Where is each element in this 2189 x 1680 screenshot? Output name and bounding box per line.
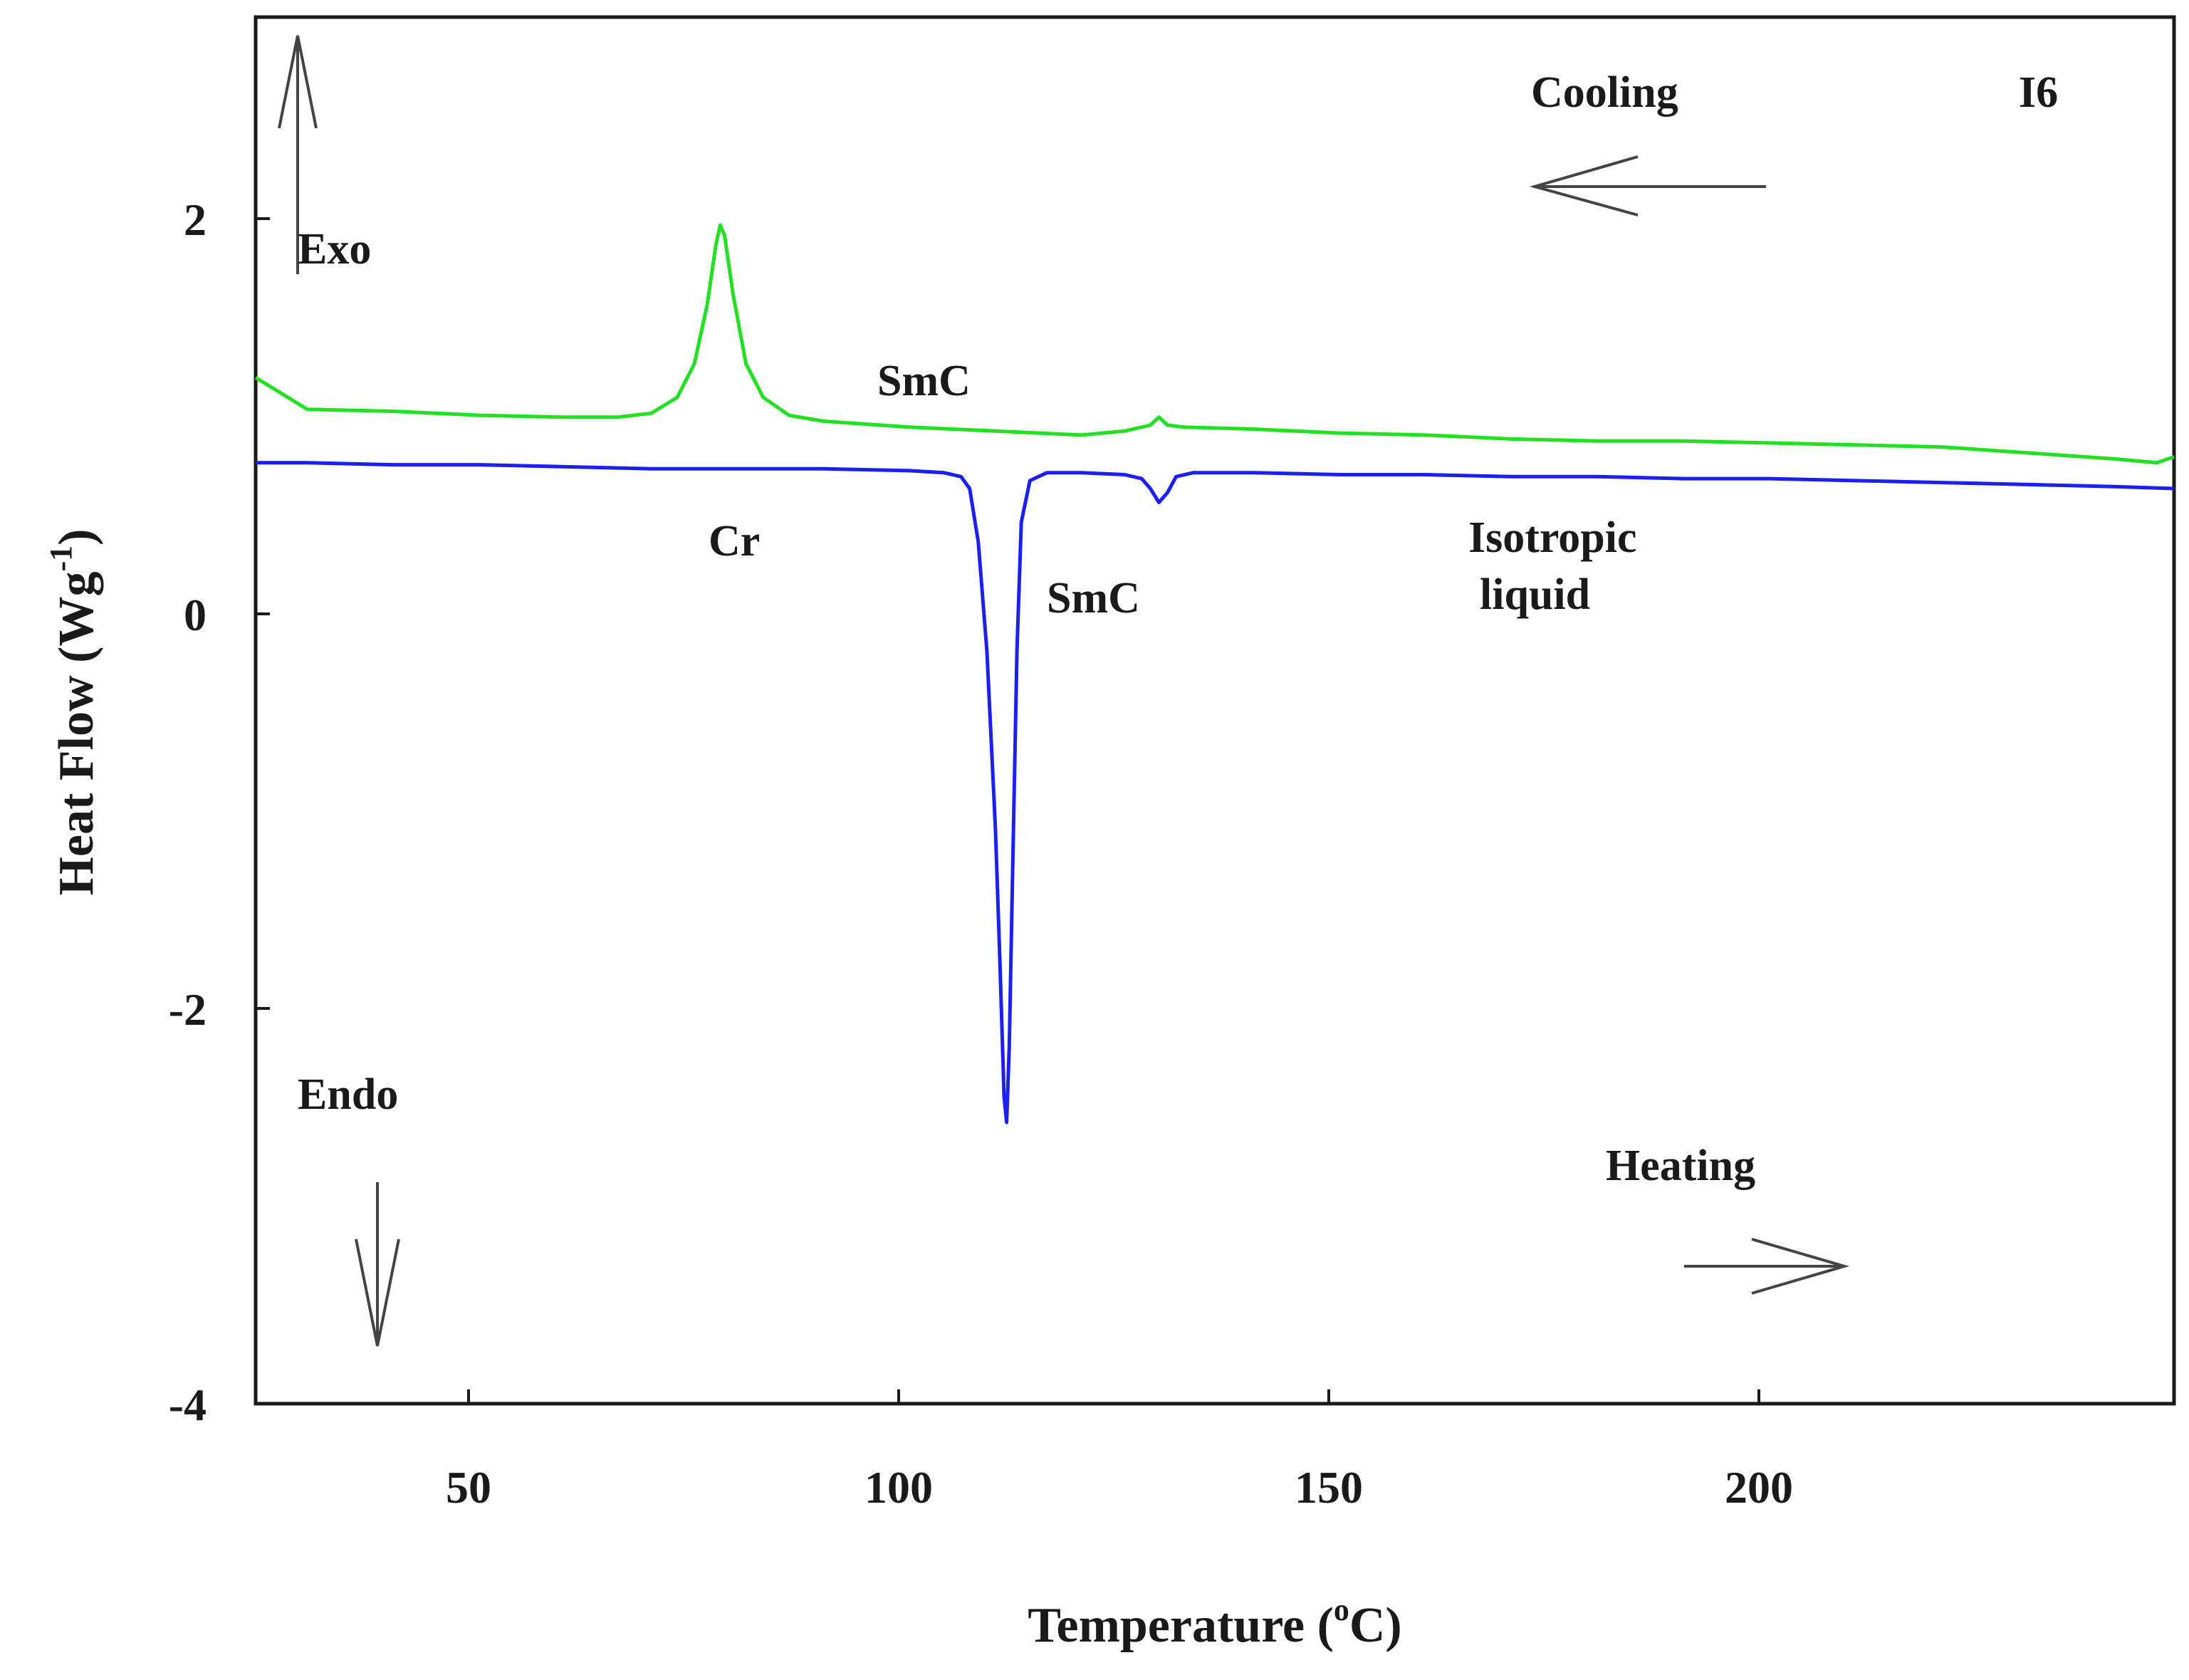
y-tick-label: 2 bbox=[184, 194, 207, 245]
x-tick-label: 50 bbox=[446, 1462, 491, 1513]
cooling-curve bbox=[254, 223, 2175, 465]
cooling-label: Cooling bbox=[1531, 68, 1678, 117]
y-tick-label: 0 bbox=[184, 590, 207, 640]
x-axis: 50 100 150 200 bbox=[446, 1389, 1793, 1513]
liquid-label: liquid bbox=[1480, 570, 1590, 619]
heating-curve bbox=[256, 461, 2175, 1125]
cooling-arrow-icon bbox=[1529, 155, 1766, 216]
smc-cooling-label: SmC bbox=[877, 357, 971, 405]
x-tick-label: 200 bbox=[1725, 1462, 1793, 1513]
exo-label: Exo bbox=[298, 225, 371, 273]
isotropic-label: Isotropic bbox=[1468, 513, 1637, 562]
endo-arrow-icon bbox=[355, 1182, 400, 1347]
x-axis-title: Temperature (oC) bbox=[1028, 1592, 1402, 1653]
heating-arrow-icon bbox=[1684, 1238, 1850, 1295]
plot-frame bbox=[254, 15, 2176, 1406]
plot-area bbox=[254, 223, 2175, 1125]
y-tick-label: -4 bbox=[169, 1379, 207, 1430]
y-axis: 2 0 -2 -4 bbox=[169, 194, 270, 1430]
cr-label: Cr bbox=[709, 517, 760, 565]
endo-label: Endo bbox=[298, 1070, 398, 1119]
exo-arrow-icon bbox=[278, 35, 318, 274]
heating-label: Heating bbox=[1606, 1142, 1755, 1190]
x-tick-label: 150 bbox=[1295, 1462, 1363, 1513]
x-tick-label: 100 bbox=[864, 1462, 933, 1513]
y-axis-title: Heat Flow (Wg-1) bbox=[43, 529, 104, 896]
y-tick-label: -2 bbox=[169, 984, 207, 1035]
sample-label: I6 bbox=[2019, 68, 2058, 117]
smc-heating-label: SmC bbox=[1047, 574, 1140, 622]
